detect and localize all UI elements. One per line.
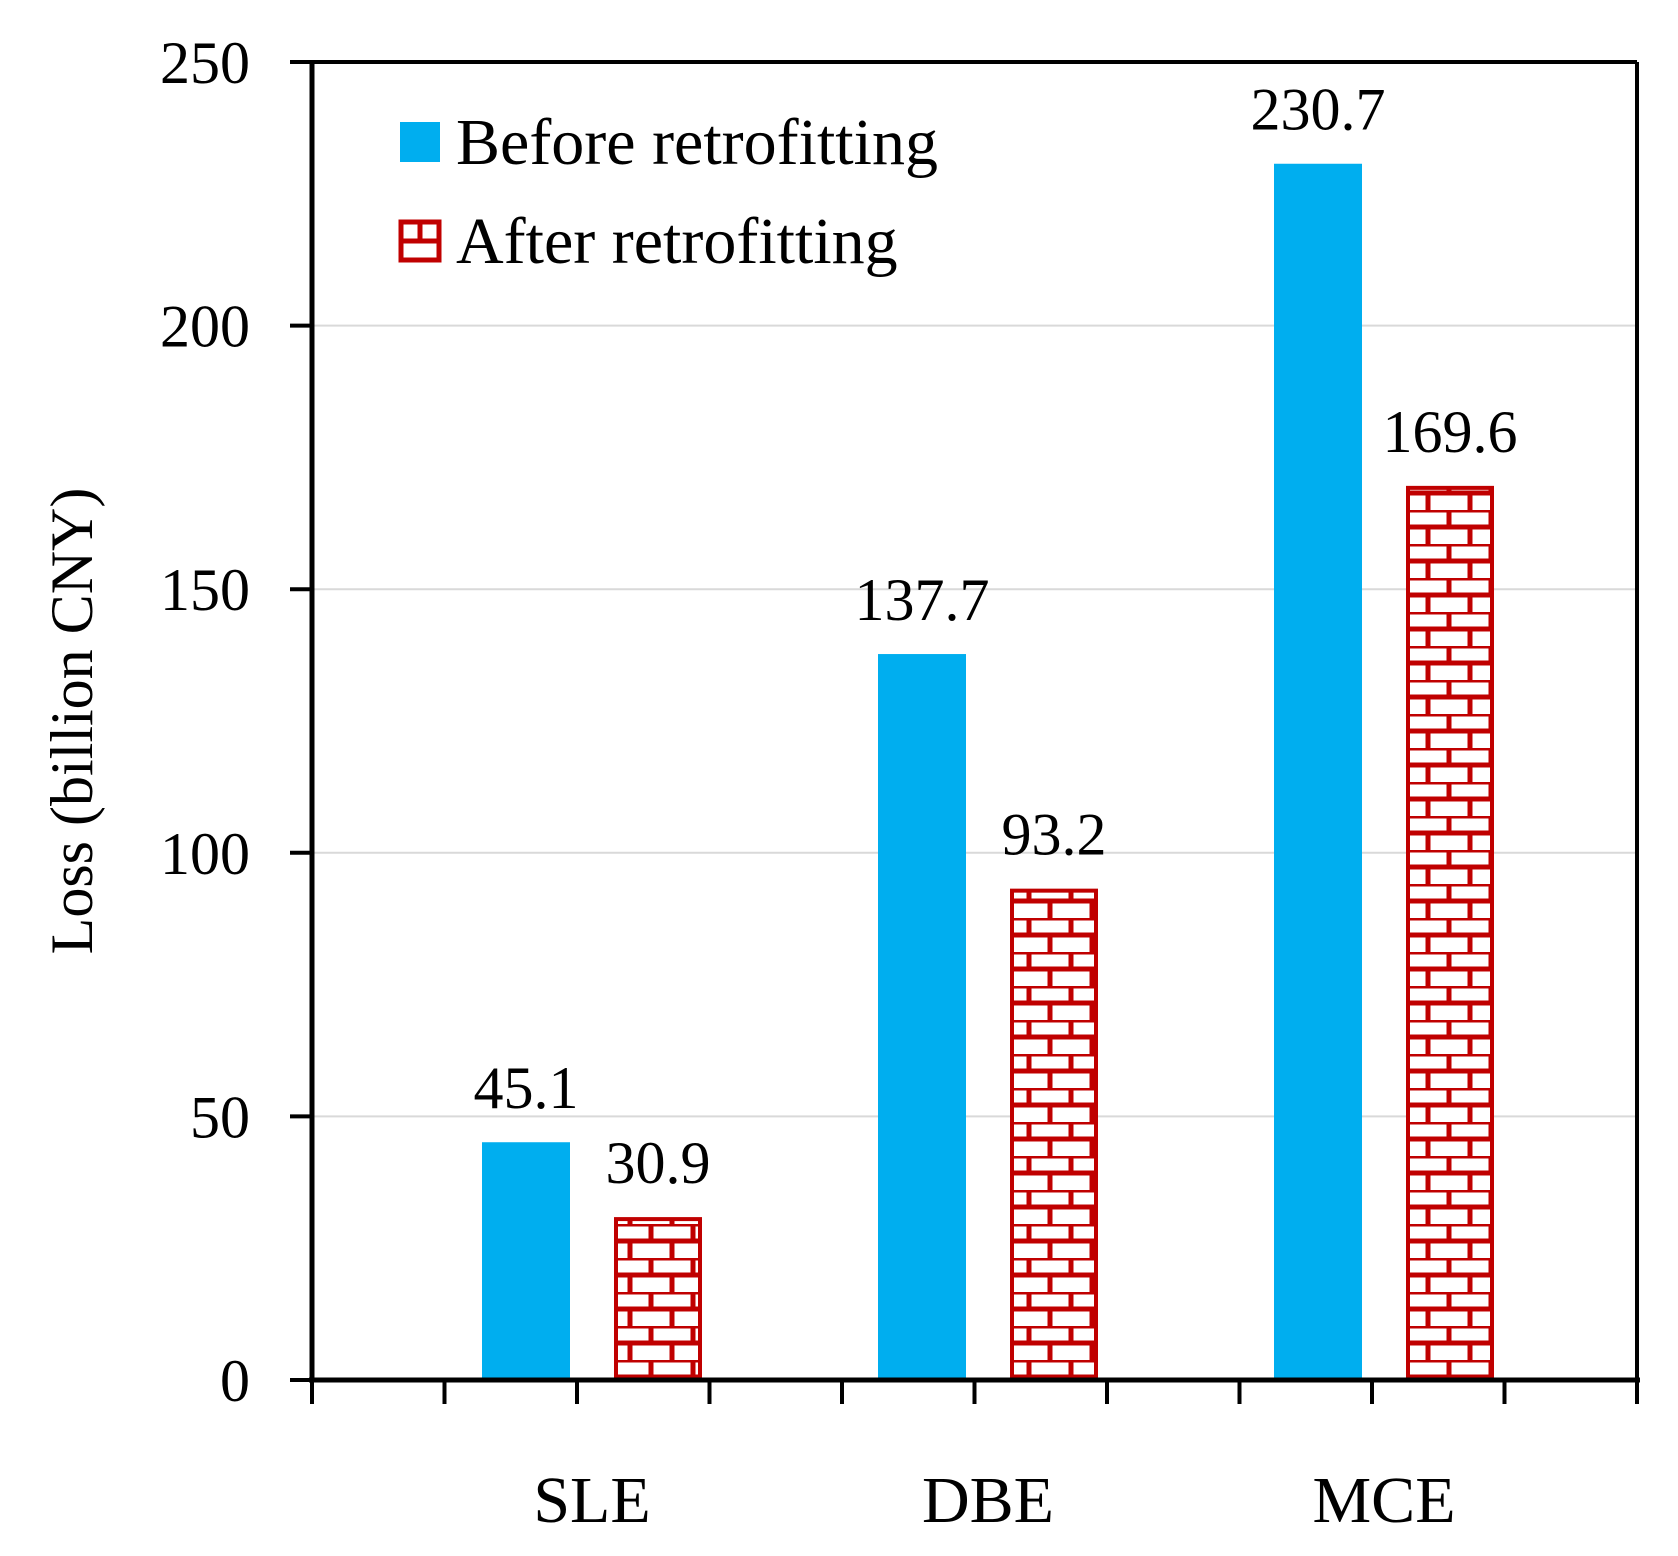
- y-tick-label: 150: [160, 557, 250, 623]
- y-tick-label: 50: [190, 1084, 250, 1150]
- legend-label: Before retrofitting: [456, 106, 938, 179]
- y-tick-label: 100: [160, 821, 250, 887]
- legend-swatch-before: [400, 122, 440, 162]
- data-label: 93.2: [1002, 802, 1107, 868]
- y-tick-label: 0: [220, 1348, 250, 1414]
- data-label: 45.1: [474, 1055, 579, 1121]
- data-label: 169.6: [1383, 399, 1518, 465]
- axes: 0 50 100 150 200 250 SLE DBE MCE Loss (billion CN…: [39, 30, 1640, 1537]
- bar-before-mce: [1274, 163, 1362, 1380]
- data-label: 230.7: [1251, 77, 1386, 143]
- x-category-label: DBE: [922, 1464, 1054, 1537]
- y-tick-label: 250: [160, 30, 250, 96]
- bars: [482, 163, 1494, 1383]
- legend: Before retrofitting After retrofitting: [398, 106, 938, 278]
- bar-before-dbe: [878, 654, 966, 1380]
- bar-after-sle: [614, 1217, 702, 1383]
- x-category-label: MCE: [1312, 1464, 1455, 1537]
- bar-after-dbe: [1010, 888, 1098, 1382]
- data-label: 30.9: [606, 1130, 711, 1196]
- x-category-label: SLE: [533, 1464, 650, 1537]
- y-axis-title: Loss (billion CNY): [39, 488, 105, 955]
- bar-after-mce: [1406, 485, 1494, 1383]
- bar-before-sle: [482, 1142, 570, 1380]
- data-labels: 45.1 30.9 137.7 93.2 230.7 169.6: [474, 77, 1518, 1196]
- y-tick-label: 200: [160, 294, 250, 360]
- legend-label: After retrofitting: [456, 205, 898, 278]
- data-label: 137.7: [855, 567, 990, 633]
